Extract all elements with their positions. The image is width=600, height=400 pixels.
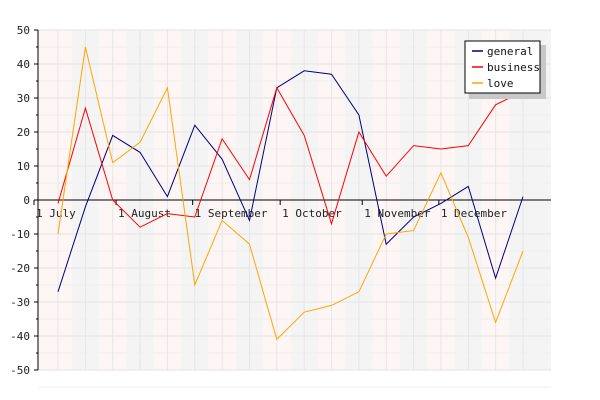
y-tick-label: -50 — [10, 364, 30, 377]
y-tick-label: -10 — [10, 228, 30, 241]
y-axis-ticks: -50 -40 -30 -20 -10 0 10 20 30 40 50 — [10, 24, 38, 377]
series-lines — [57, 46, 524, 341]
x-tick-label: 1 August — [118, 207, 171, 220]
y-tick-label: -30 — [10, 296, 30, 309]
y-tick-label: -40 — [10, 330, 30, 343]
legend-label-love: love — [487, 77, 514, 90]
legend: general business love — [464, 40, 546, 99]
y-tick-label: 10 — [17, 160, 30, 173]
x-tick-label: 1 July — [36, 207, 76, 220]
y-tick-label: 30 — [17, 92, 30, 105]
y-tick-label: -20 — [10, 262, 30, 275]
x-tick-label: 1 September — [195, 207, 268, 220]
y-tick-label: 0 — [23, 194, 30, 207]
legend-label-business: business — [487, 61, 540, 74]
legend-label-general: general — [487, 45, 533, 58]
y-tick-label: 40 — [17, 58, 30, 71]
series-line-love — [57, 46, 524, 341]
series-line-business — [57, 86, 524, 228]
x-tick-label: 1 December — [441, 207, 508, 220]
series-line-general — [57, 70, 524, 292]
y-tick-label: 20 — [17, 126, 30, 139]
y-tick-label: 50 — [17, 24, 30, 37]
